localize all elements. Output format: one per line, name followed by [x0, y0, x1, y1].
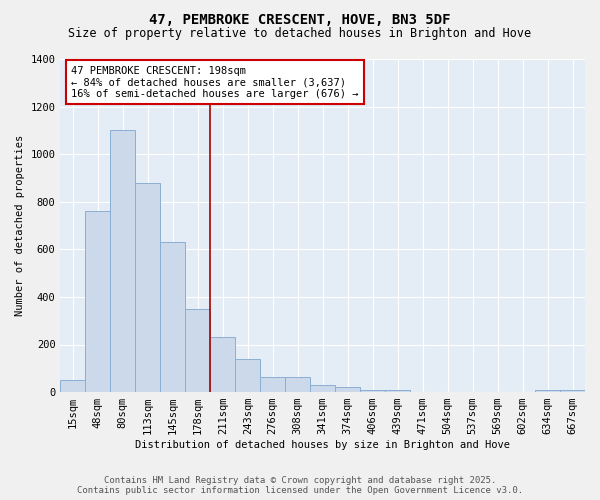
Bar [136, 182, 160, 392]
Bar [85, 212, 110, 392]
Bar [385, 390, 410, 392]
Bar [335, 388, 360, 392]
Bar [235, 359, 260, 392]
Bar [185, 309, 210, 392]
Bar [535, 390, 560, 392]
Bar [160, 242, 185, 392]
Bar [360, 390, 385, 392]
Bar [110, 130, 136, 392]
Bar [560, 390, 585, 392]
Text: 47, PEMBROKE CRESCENT, HOVE, BN3 5DF: 47, PEMBROKE CRESCENT, HOVE, BN3 5DF [149, 12, 451, 26]
Y-axis label: Number of detached properties: Number of detached properties [15, 135, 25, 316]
Bar [310, 385, 335, 392]
X-axis label: Distribution of detached houses by size in Brighton and Hove: Distribution of detached houses by size … [135, 440, 510, 450]
Bar [61, 380, 85, 392]
Text: Contains HM Land Registry data © Crown copyright and database right 2025.
Contai: Contains HM Land Registry data © Crown c… [77, 476, 523, 495]
Bar [260, 376, 285, 392]
Text: 47 PEMBROKE CRESCENT: 198sqm
← 84% of detached houses are smaller (3,637)
16% of: 47 PEMBROKE CRESCENT: 198sqm ← 84% of de… [71, 66, 358, 99]
Bar [210, 338, 235, 392]
Text: Size of property relative to detached houses in Brighton and Hove: Size of property relative to detached ho… [68, 28, 532, 40]
Bar [285, 376, 310, 392]
